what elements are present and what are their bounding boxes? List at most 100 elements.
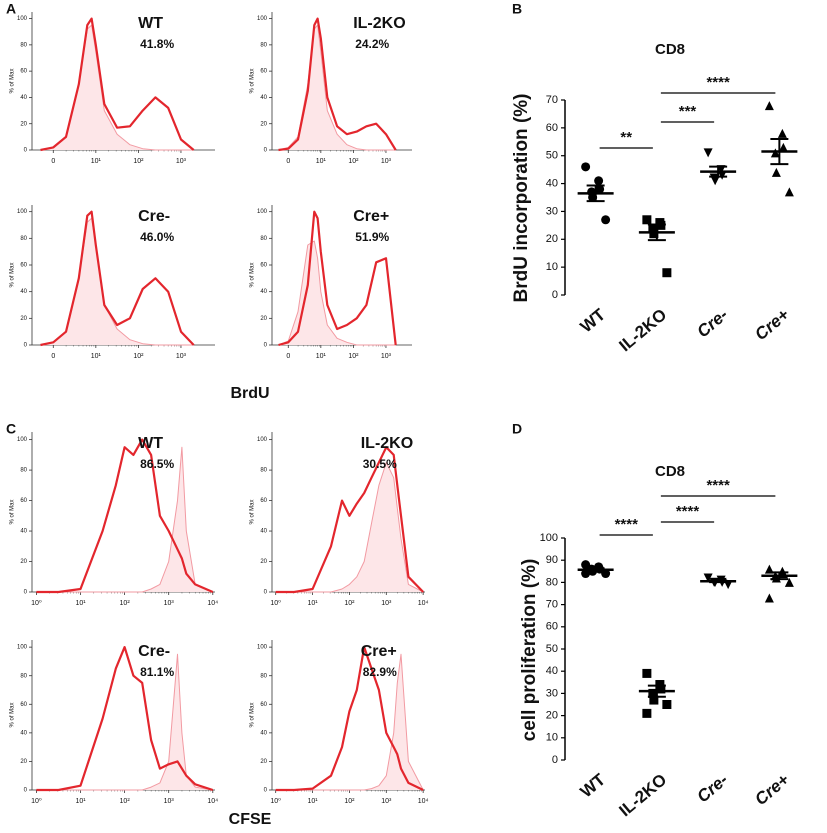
y-tick-label: 80 <box>20 42 27 48</box>
y-tick-label: 10 <box>546 261 558 273</box>
y-tick-label: 60 <box>546 122 558 134</box>
y-tick-label: 100 <box>257 16 268 22</box>
x-tick-label: 10⁴ <box>207 600 218 607</box>
y-tick-label: 80 <box>260 236 267 242</box>
panel-letter: B <box>512 1 522 17</box>
dot <box>777 128 787 138</box>
y-tick-label: 0 <box>24 343 28 349</box>
y-tick-label: 10 <box>546 732 558 744</box>
chart-title: CD8 <box>655 41 685 58</box>
x-tick-label: 10¹ <box>91 158 102 165</box>
dot <box>784 577 794 587</box>
y-tick-label: 20 <box>260 316 267 322</box>
percent-label: 30.5% <box>363 457 397 471</box>
x-tick-label: WT <box>577 770 610 802</box>
group-label: IL-2KO <box>353 15 405 32</box>
dot <box>710 176 720 186</box>
y-tick-label: 50 <box>546 150 558 162</box>
y-tick-label: 60 <box>260 702 267 708</box>
y-tick-label: 80 <box>546 576 558 588</box>
y-tick-label: 40 <box>546 177 558 189</box>
y-tick-label: 40 <box>260 529 267 535</box>
x-tick-label: 10² <box>344 798 355 805</box>
x-tick-label: 10³ <box>381 600 392 607</box>
y-tick-label: 60 <box>20 69 27 75</box>
x-tick-label: IL-2KO <box>615 770 670 820</box>
histogram-line <box>36 438 214 594</box>
dot <box>662 700 672 709</box>
y-axis-label: % of Max <box>250 68 256 93</box>
y-tick-label: 20 <box>20 316 27 322</box>
histogram-line <box>36 653 213 791</box>
dot <box>717 170 727 180</box>
y-tick-label: 80 <box>260 468 267 474</box>
y-axis-label: BrdU incorporation (%) <box>511 94 532 303</box>
y-tick-label: 40 <box>20 529 27 535</box>
y-tick-label: 0 <box>264 343 268 349</box>
y-axis-label: % of Max <box>10 702 16 727</box>
y-tick-label: 20 <box>260 121 267 127</box>
y-tick-label: 0 <box>264 788 268 794</box>
x-tick-label: 10¹ <box>91 353 102 360</box>
x-tick-label: 10⁴ <box>418 798 429 805</box>
significance-label: *** <box>679 103 697 120</box>
area <box>275 462 424 592</box>
area <box>278 25 396 151</box>
y-tick-label: 100 <box>17 437 28 443</box>
x-axis-label: CFSE <box>229 811 272 828</box>
y-tick-label: 100 <box>257 209 268 215</box>
dot <box>594 176 604 186</box>
y-tick-label: 40 <box>20 730 27 736</box>
x-tick-label: Cre- <box>693 770 732 807</box>
y-tick-label: 0 <box>552 754 558 766</box>
panel-letter: C <box>6 421 16 437</box>
y-tick-label: 60 <box>20 702 27 708</box>
x-tick-label: 10⁴ <box>418 600 429 607</box>
histogram-line <box>40 17 195 152</box>
x-tick-label: 10³ <box>164 798 175 805</box>
percent-label: 82.9% <box>363 665 397 679</box>
percent-label: 81.1% <box>140 665 174 679</box>
x-tick-label: 10³ <box>381 353 392 360</box>
y-tick-label: 30 <box>546 687 558 699</box>
y-tick-label: 0 <box>24 590 28 596</box>
significance-label: **** <box>676 503 700 520</box>
x-tick-label: 10² <box>133 158 144 165</box>
y-tick-label: 90 <box>546 554 558 566</box>
x-tick-label: Cre+ <box>751 305 793 344</box>
x-tick-label: 10² <box>344 600 355 607</box>
area <box>36 654 213 790</box>
histogram-line <box>278 17 397 152</box>
y-axis-label: % of Max <box>10 262 16 287</box>
x-tick-label: 10¹ <box>75 600 86 607</box>
x-tick-label: 0 <box>286 158 290 165</box>
x-tick-label: 10² <box>133 353 144 360</box>
significance-label: **** <box>706 477 730 494</box>
dot <box>595 184 605 194</box>
x-tick-label: IL-2KO <box>615 305 670 355</box>
x-tick-label: 10⁴ <box>207 798 218 805</box>
y-tick-label: 0 <box>552 289 558 301</box>
x-tick-label: 10² <box>120 600 131 607</box>
y-tick-label: 40 <box>546 665 558 677</box>
y-axis-label: cell proliferation (%) <box>519 559 540 742</box>
x-tick-label: WT <box>577 305 610 337</box>
x-tick-label: Cre+ <box>751 770 793 809</box>
y-tick-label: 60 <box>20 263 27 269</box>
group-label: Cre- <box>138 643 170 660</box>
x-tick-label: 10³ <box>176 158 187 165</box>
percent-label: 86.5% <box>140 457 174 471</box>
dot <box>656 684 666 694</box>
y-tick-label: 40 <box>20 289 27 295</box>
y-tick-label: 20 <box>546 710 558 722</box>
group-label: Cre+ <box>353 208 389 225</box>
histogram-line <box>275 446 424 594</box>
y-tick-label: 70 <box>546 599 558 611</box>
histogram-line <box>275 646 424 792</box>
x-tick-label: 10⁰ <box>270 599 281 607</box>
y-tick-label: 80 <box>20 468 27 474</box>
dot <box>703 573 713 583</box>
x-tick-label: Cre- <box>693 305 732 342</box>
x-tick-label: 10³ <box>164 600 175 607</box>
